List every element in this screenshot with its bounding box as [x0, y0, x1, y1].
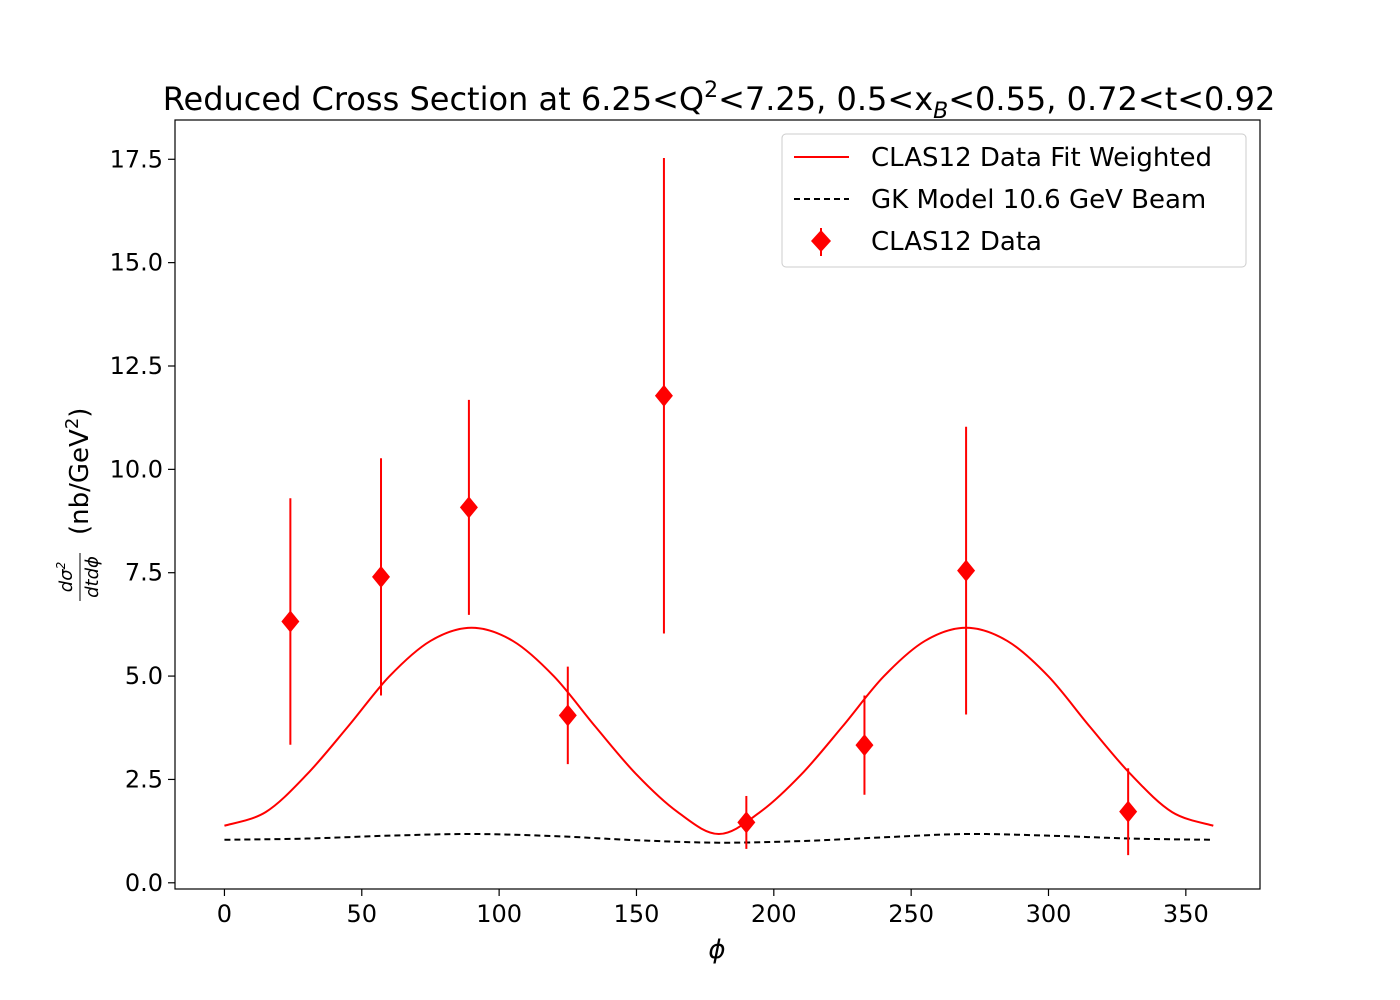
y-tick-label: 15.0 [110, 249, 163, 277]
y-tick-label: 7.5 [125, 559, 163, 587]
y-label-numerator: dσ2 [54, 562, 77, 592]
x-tick-label: 0 [217, 900, 232, 928]
plot-frame [174, 119, 1261, 890]
gk-model-curve [224, 832, 1214, 844]
series-lines [224, 626, 1214, 844]
diamond-marker [737, 811, 756, 834]
diamond-marker [1119, 800, 1138, 823]
data-point [281, 498, 300, 745]
legend-fit-label: CLAS12 Data Fit Weighted [871, 143, 1212, 173]
fit-curve [224, 626, 1214, 836]
data-point [459, 399, 478, 615]
legend-data-marker-sample [811, 230, 831, 252]
x-tick-label: 50 [347, 900, 378, 928]
chart-title: Reduced Cross Section at 6.25<Q2<7.25, 0… [163, 78, 1276, 124]
legend: CLAS12 Data Fit Weighted GK Model 10.6 G… [781, 133, 1247, 268]
diamond-marker [281, 610, 300, 633]
y-axis-label: dσ2 dtdϕ (nb/GeV2) [54, 408, 103, 601]
data-point [558, 666, 577, 765]
diamond-marker [459, 496, 478, 519]
legend-data-label: CLAS12 Data [871, 227, 1042, 257]
x-tick-label: 350 [1163, 900, 1209, 928]
y-label-denominator: dtdϕ [82, 556, 103, 598]
title-sup: 2 [704, 78, 718, 103]
y-tick-label: 0.0 [125, 869, 163, 897]
data-point [372, 458, 391, 696]
y-label-unit: (nb/GeV2) [62, 408, 95, 535]
data-point [957, 426, 976, 715]
title-mid2: <0.55, 0.72<t<0.92 [948, 80, 1275, 118]
title-sub: B [933, 99, 948, 124]
x-tick-label: 300 [1026, 900, 1072, 928]
title-mid1: <7.25, 0.5<x [718, 80, 933, 118]
x-tick-label: 250 [888, 900, 934, 928]
data-point [855, 695, 874, 795]
diamond-marker [654, 384, 673, 407]
x-tick-label: 150 [614, 900, 660, 928]
y-tick-label: 12.5 [110, 352, 163, 380]
data-point [654, 158, 673, 634]
legend-gk-label: GK Model 10.6 GeV Beam [871, 185, 1206, 215]
data-point [737, 795, 756, 849]
y-tick-label: 5.0 [125, 662, 163, 690]
axis-ticks: 0 50 100 150 200 250 300 350 0.0 2.5 5.0 7.5 10.0 12.… [110, 145, 1209, 928]
diamond-marker [957, 559, 976, 582]
diamond-marker [372, 565, 391, 588]
diamond-marker [855, 734, 874, 757]
data-point [1119, 768, 1138, 856]
y-tick-label: 17.5 [110, 145, 163, 173]
title-main: Reduced Cross Section at 6.25<Q [163, 80, 704, 118]
y-tick-label: 2.5 [125, 765, 163, 793]
diamond-marker [558, 704, 577, 727]
x-axis-label: ϕ [708, 935, 725, 965]
x-tick-label: 100 [476, 900, 522, 928]
legend-box [781, 133, 1247, 268]
data-points [281, 158, 1138, 856]
y-tick-label: 10.0 [110, 455, 163, 483]
x-tick-label: 200 [751, 900, 797, 928]
